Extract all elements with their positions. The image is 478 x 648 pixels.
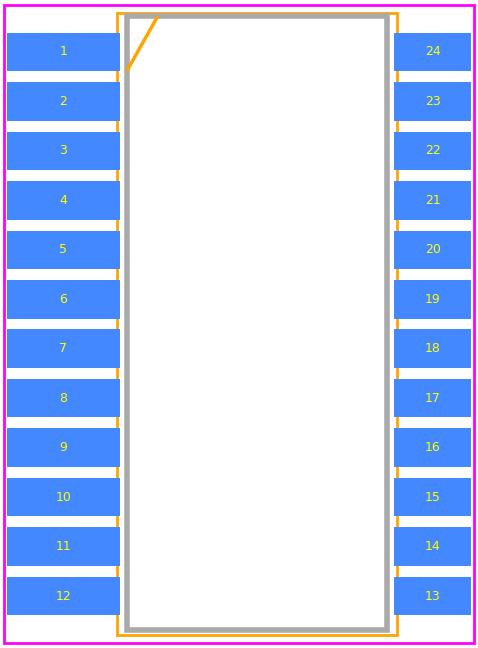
Bar [7,132,120,170]
Text: 10: 10 [55,491,71,503]
Text: 13: 13 [425,590,440,603]
Text: 15: 15 [424,491,441,503]
Bar [394,32,471,71]
Text: 9: 9 [59,441,67,454]
Bar [7,231,120,269]
Bar [7,280,120,319]
Bar [394,132,471,170]
Text: 23: 23 [425,95,440,108]
Text: 20: 20 [424,243,441,257]
Text: 17: 17 [424,391,441,405]
Text: 7: 7 [59,342,67,355]
Bar [7,428,120,467]
Text: 6: 6 [59,293,67,306]
Bar [394,280,471,319]
Bar [394,478,471,516]
Bar [394,577,471,616]
Bar [117,13,397,635]
Bar [394,527,471,566]
Bar [394,428,471,467]
Text: 18: 18 [424,342,441,355]
Bar [7,181,120,220]
Bar [7,577,120,616]
Bar [7,82,120,121]
Bar [394,181,471,220]
Text: 4: 4 [59,194,67,207]
Text: 16: 16 [425,441,440,454]
Text: 5: 5 [59,243,67,257]
Bar [7,527,120,566]
Text: 24: 24 [425,45,440,58]
Bar [394,379,471,417]
Text: 2: 2 [59,95,67,108]
Bar [127,16,387,630]
Bar [7,32,120,71]
Text: 12: 12 [55,590,71,603]
Text: 3: 3 [59,145,67,157]
Bar [394,329,471,368]
Text: 21: 21 [425,194,440,207]
Text: 8: 8 [59,391,67,405]
Text: 22: 22 [425,145,440,157]
Bar [394,82,471,121]
Text: 11: 11 [55,540,71,553]
Bar [7,478,120,516]
Text: 19: 19 [425,293,440,306]
Bar [7,329,120,368]
Text: 14: 14 [425,540,440,553]
Bar [7,379,120,417]
Text: 1: 1 [59,45,67,58]
Bar [394,231,471,269]
